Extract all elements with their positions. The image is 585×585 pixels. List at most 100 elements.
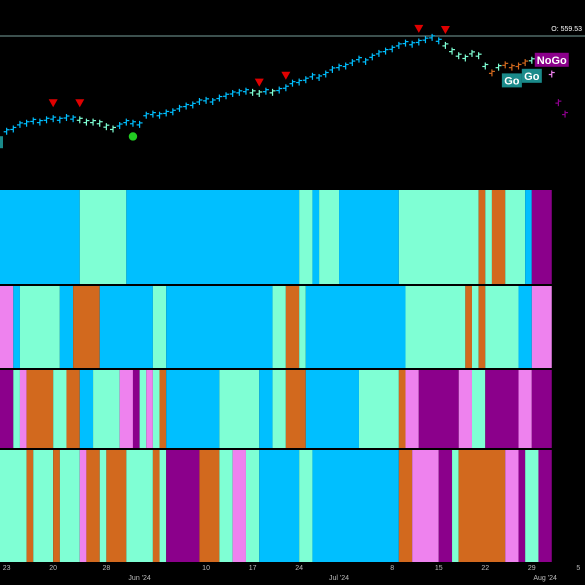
price-bar bbox=[23, 119, 30, 127]
price-bar bbox=[515, 62, 522, 70]
down-arrow-icon bbox=[48, 99, 58, 108]
panel-segment bbox=[272, 370, 286, 448]
price-bar bbox=[462, 54, 469, 62]
price-bar bbox=[90, 118, 97, 126]
panel-segment bbox=[232, 450, 246, 562]
price-bar bbox=[562, 110, 569, 118]
panel-segment bbox=[132, 370, 140, 448]
price-bar bbox=[502, 61, 509, 69]
price-bar bbox=[375, 49, 382, 57]
panel-segment bbox=[106, 450, 127, 562]
x-tick-label: Aug '24 bbox=[533, 575, 557, 582]
price-bar bbox=[302, 76, 309, 84]
panel-segment bbox=[199, 450, 220, 562]
panel-segment bbox=[19, 286, 60, 368]
panel-segment bbox=[525, 190, 532, 284]
price-bar bbox=[216, 94, 223, 102]
x-tick-label: 15 bbox=[435, 565, 443, 572]
panel-segment bbox=[259, 450, 300, 562]
price-bar bbox=[455, 52, 462, 60]
price-bar bbox=[10, 125, 17, 133]
panel-segment bbox=[418, 370, 459, 448]
panel-segment bbox=[505, 450, 519, 562]
x-axis: 23 20 28 Jun '24 10 17 24 Jul '24 8 15 22 29 Aug '24… bbox=[3, 565, 581, 582]
panel-segment bbox=[0, 190, 80, 284]
price-bar bbox=[116, 122, 123, 130]
indicator-panel bbox=[0, 190, 552, 284]
panel-segment bbox=[152, 286, 167, 368]
x-tick-label: 10 bbox=[202, 565, 210, 572]
panel-segment bbox=[465, 286, 472, 368]
price-bar bbox=[322, 70, 329, 78]
panel-segment bbox=[518, 450, 526, 562]
price-bar bbox=[70, 115, 77, 123]
panel-segment bbox=[312, 450, 399, 562]
panel-segment bbox=[405, 370, 419, 448]
panel-segment bbox=[285, 370, 306, 448]
panel-segment bbox=[299, 286, 306, 368]
panel-segment bbox=[86, 450, 100, 562]
price-bar bbox=[183, 102, 190, 110]
panel-segment bbox=[299, 190, 313, 284]
indicator-panel bbox=[0, 368, 585, 448]
price-bar bbox=[56, 116, 63, 124]
price-bar bbox=[242, 87, 249, 95]
price-bar bbox=[163, 109, 170, 117]
panel-segment bbox=[285, 286, 300, 368]
price-bar bbox=[196, 97, 203, 105]
panel-segment bbox=[79, 450, 87, 562]
price-bar bbox=[362, 57, 369, 65]
panel-segment bbox=[53, 370, 67, 448]
price-bar bbox=[16, 120, 23, 128]
panel-segment bbox=[531, 286, 552, 368]
price-bar bbox=[555, 99, 562, 107]
price-bar bbox=[329, 65, 336, 73]
panel-segment bbox=[152, 370, 160, 448]
panel-segment bbox=[13, 286, 20, 368]
panel-segment bbox=[319, 190, 340, 284]
price-label: O: 559.53 bbox=[551, 26, 582, 33]
panel-segment bbox=[531, 190, 552, 284]
panel-segment bbox=[518, 370, 532, 448]
price-bar bbox=[43, 116, 50, 124]
panel-segment bbox=[339, 190, 399, 284]
price-bar bbox=[223, 92, 230, 100]
price-bar bbox=[355, 55, 362, 63]
price-bar bbox=[156, 111, 163, 119]
signal-badge: Go bbox=[501, 73, 522, 88]
down-arrow-icon bbox=[281, 71, 291, 80]
panel-segment bbox=[305, 370, 359, 448]
price-bar bbox=[30, 117, 37, 125]
panel-segment bbox=[485, 190, 492, 284]
panel-segment bbox=[0, 370, 14, 448]
panel-segment bbox=[166, 370, 220, 448]
x-tick-label: 28 bbox=[102, 565, 110, 572]
down-arrow-icon bbox=[440, 26, 450, 35]
panel-segment bbox=[471, 370, 486, 448]
indicator-panel bbox=[0, 448, 585, 562]
price-bar bbox=[50, 115, 57, 123]
price-bar bbox=[256, 89, 263, 97]
panel-segment bbox=[59, 450, 80, 562]
indicator-panels bbox=[0, 188, 585, 564]
signal-badge-bg bbox=[521, 68, 542, 83]
panel-segment bbox=[485, 286, 519, 368]
panel-segment bbox=[398, 190, 479, 284]
price-bar bbox=[382, 47, 389, 55]
panel-segment bbox=[126, 450, 153, 562]
price-bar bbox=[402, 39, 409, 47]
price-bar bbox=[409, 40, 416, 48]
panel-segment bbox=[491, 190, 506, 284]
price-bar bbox=[309, 72, 316, 80]
panel-segment bbox=[146, 370, 153, 448]
panel-segment bbox=[0, 286, 14, 368]
panel-segment bbox=[66, 370, 80, 448]
price-bar bbox=[349, 59, 356, 67]
price-bar bbox=[149, 110, 156, 118]
panel-segment bbox=[518, 286, 532, 368]
panel-segment bbox=[358, 370, 399, 448]
price-bar bbox=[36, 118, 43, 126]
signal-badge: NoGo bbox=[534, 52, 569, 67]
panel-segment bbox=[299, 450, 313, 562]
x-tick-label: 5 bbox=[576, 565, 580, 572]
